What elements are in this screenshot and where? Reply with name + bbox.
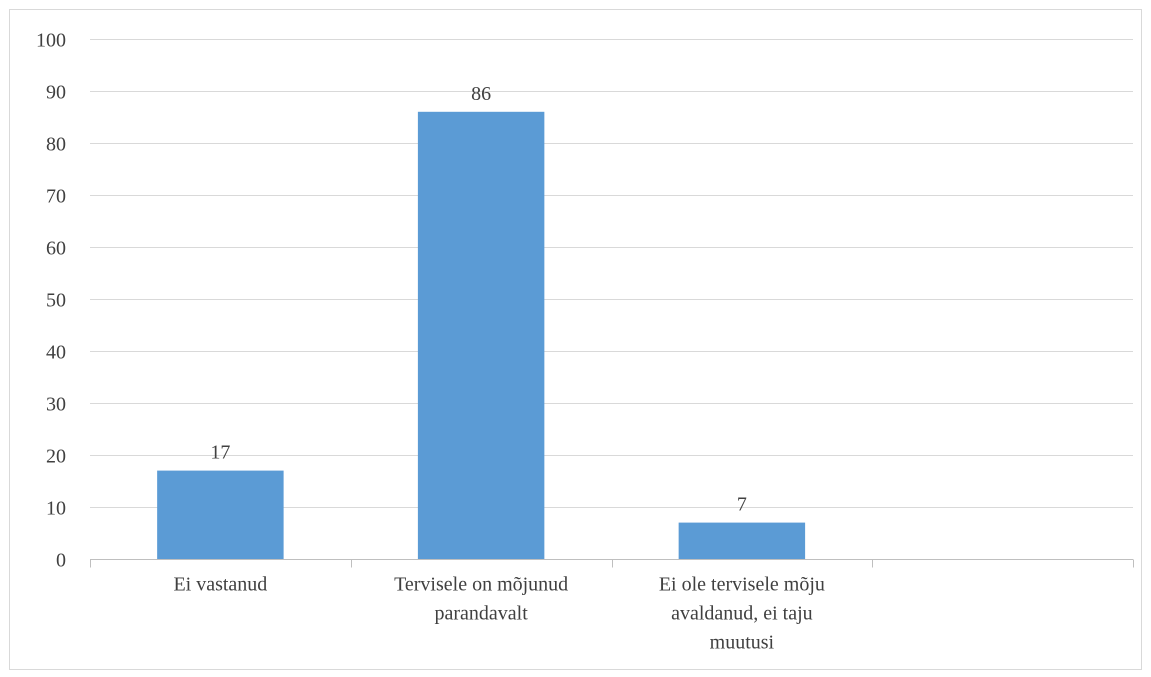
y-tick-label: 10 (46, 498, 66, 520)
x-tick-label: Tervisele on mõjunud parandavalt (394, 574, 568, 625)
gridlines (90, 39, 1133, 508)
y-tick-label: 70 (46, 186, 66, 208)
y-tick-label: 80 (46, 134, 66, 156)
y-tick-label: 50 (46, 290, 66, 312)
bar (157, 470, 284, 559)
y-tick-label: 0 (56, 550, 66, 572)
y-tick-label: 100 (36, 30, 66, 52)
labels: 0 10 20 30 40 50 60 70 80 90 100 17 Ei vastanud 86 Ter… (36, 30, 825, 654)
x-axis (90, 559, 1134, 568)
data-label: 17 (210, 442, 230, 464)
data-label: 7 (737, 494, 747, 516)
y-tick-label: 30 (46, 394, 66, 416)
x-tick-label: Ei ole tervisele mõju avaldanud, ei taju m… (659, 574, 825, 654)
y-tick-label: 40 (46, 342, 66, 364)
y-tick-label: 90 (46, 82, 66, 104)
data-label: 86 (471, 83, 491, 105)
bars (157, 111, 806, 560)
chart-frame (9, 9, 1142, 670)
y-tick-label: 60 (46, 238, 66, 260)
bar (417, 111, 545, 560)
x-tick-label: Ei vastanud (173, 574, 267, 596)
y-tick-label: 20 (46, 446, 66, 468)
bar (678, 522, 806, 559)
